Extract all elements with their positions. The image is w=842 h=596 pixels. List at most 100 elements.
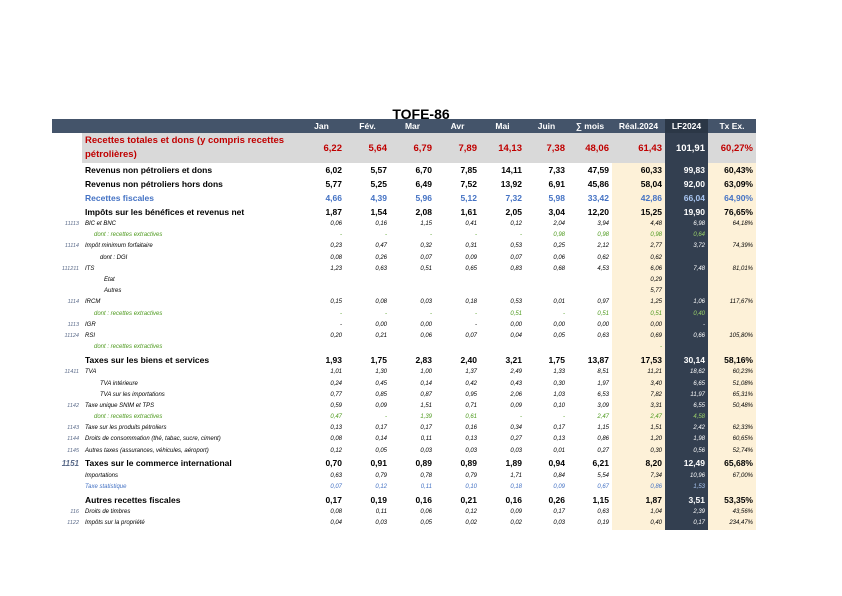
value-cell: [708, 252, 756, 264]
table-row: 11114 Impôt minimum forfaitaire 0,23 0,47 0,…: [52, 241, 756, 253]
value-cell: [390, 275, 435, 286]
row-label: TVA sur les importations: [100, 391, 165, 398]
account-code: [52, 191, 82, 205]
value-cell: 0,62: [612, 252, 665, 264]
value-cell: 0,15: [330, 299, 342, 306]
value-cell: 6,55: [665, 400, 708, 412]
row-label: Taxe statistique: [85, 484, 127, 491]
value-cell: 58,16%: [708, 353, 756, 368]
value-cell: [708, 319, 756, 331]
value-cell: 0,01: [553, 299, 565, 306]
table-row: dont : recettes extractives - - - - 0,51 - 0,51…: [52, 308, 756, 320]
account-code: [52, 378, 82, 389]
value-cell: 3,21: [505, 354, 522, 365]
column-header: Mar: [390, 119, 435, 133]
value-cell: 12,49: [665, 456, 708, 471]
value-cell: 0,20: [330, 332, 342, 339]
account-code: [52, 163, 82, 177]
value-cell: [298, 286, 345, 297]
value-cell: 0,03: [420, 299, 432, 306]
value-cell: 1,71: [510, 472, 522, 479]
value-cell: 0,14: [420, 380, 432, 387]
value-cell: 0,12: [330, 447, 342, 454]
value-cell: 0,98: [597, 232, 609, 239]
value-cell: 3,31: [612, 400, 665, 412]
table-row: 1144 Droits de consommation (thé, tabac, …: [52, 434, 756, 446]
value-cell: 5,54: [597, 472, 609, 479]
value-cell: 50,48%: [708, 400, 756, 412]
table-row: Autres 5,77: [52, 286, 756, 298]
table-row: 1151 Taxes sur le commerce international 0…: [52, 456, 756, 471]
table-row: 11411 TVA 1,01 1,30 1,00 1,37 2,49 1,33 8,51 11,2…: [52, 367, 756, 379]
value-cell: 0,84: [553, 472, 565, 479]
account-code: 11124: [64, 332, 79, 339]
account-code: [52, 390, 82, 401]
value-cell: 0,07: [510, 254, 522, 261]
table-row: 111211 ITS 1,23 0,63 0,51 0,65 0,83 0,68 4,53 6,0…: [52, 263, 756, 275]
value-cell: 0,16: [375, 221, 387, 228]
tofe-table: Jan Fév. Mar Avr Mai Juin ∑ mois Réal.2024 LF202…: [52, 119, 756, 530]
value-cell: 2,47: [597, 414, 609, 421]
value-cell: 1,25: [612, 297, 665, 309]
value-cell: 67,00%: [708, 470, 756, 482]
value-cell: 0,13: [465, 436, 477, 443]
value-cell: 0,09: [553, 484, 565, 491]
value-cell: 2,06: [510, 391, 522, 398]
value-cell: 4,53: [597, 265, 609, 272]
value-cell: 117,67%: [708, 297, 756, 309]
value-cell: 65,31%: [708, 389, 756, 401]
column-header: [52, 119, 82, 133]
value-cell: 1,20: [612, 434, 665, 446]
value-cell: 1,01: [330, 369, 342, 376]
table-row: 1145 Autres taxes (assurances, véhicules,…: [52, 445, 756, 457]
value-cell: 0,18: [465, 299, 477, 306]
value-cell: 0,89: [460, 458, 477, 469]
value-cell: 0,51: [420, 265, 432, 272]
value-cell: 1,15: [592, 494, 609, 505]
value-cell: 1,75: [548, 354, 565, 365]
value-cell: 0,00: [553, 321, 565, 328]
value-cell: -: [340, 310, 342, 317]
value-cell: 0,29: [612, 274, 665, 287]
value-cell: 5,12: [460, 192, 477, 203]
value-cell: 6,49: [415, 178, 432, 189]
value-cell: 1,30: [375, 369, 387, 376]
row-label: IGR: [85, 321, 96, 328]
value-cell: [708, 481, 756, 494]
value-cell: 3,40: [612, 378, 665, 390]
value-cell: 30,14: [665, 353, 708, 368]
value-cell: 0,11: [375, 509, 387, 516]
page-title: TOFE-86: [392, 106, 450, 122]
value-cell: 60,43%: [708, 163, 756, 177]
value-cell: 0,16: [505, 494, 522, 505]
column-header: Jan: [298, 119, 345, 133]
value-cell: 1,54: [370, 206, 387, 217]
value-cell: 0,11: [420, 484, 432, 491]
value-cell: 1,06: [665, 297, 708, 309]
value-cell: 1,51: [612, 423, 665, 435]
account-code: [52, 309, 82, 320]
value-cell: 0,30: [612, 445, 665, 457]
value-cell: 0,14: [375, 436, 387, 443]
value-cell: 53,35%: [708, 493, 756, 508]
account-code: [52, 133, 82, 163]
value-cell: 0,56: [665, 445, 708, 457]
value-cell: 0,47: [375, 243, 387, 250]
value-cell: 0,51: [612, 308, 665, 320]
value-cell: [345, 286, 390, 297]
value-cell: 51,08%: [708, 378, 756, 390]
value-cell: 2,49: [510, 369, 522, 376]
value-cell: 0,53: [510, 299, 522, 306]
value-cell: [435, 286, 480, 297]
value-cell: 3,51: [665, 493, 708, 508]
value-cell: 1,04: [612, 507, 665, 519]
value-cell: -: [665, 319, 708, 331]
value-cell: 0,13: [553, 436, 565, 443]
value-cell: 0,05: [420, 520, 432, 527]
column-header: Juin: [525, 119, 568, 133]
value-cell: 0,43: [510, 380, 522, 387]
value-cell: 5,25: [370, 178, 387, 189]
value-cell: 6,79: [390, 133, 435, 163]
value-cell: 0,40: [612, 518, 665, 530]
value-cell: 8,20: [612, 456, 665, 471]
